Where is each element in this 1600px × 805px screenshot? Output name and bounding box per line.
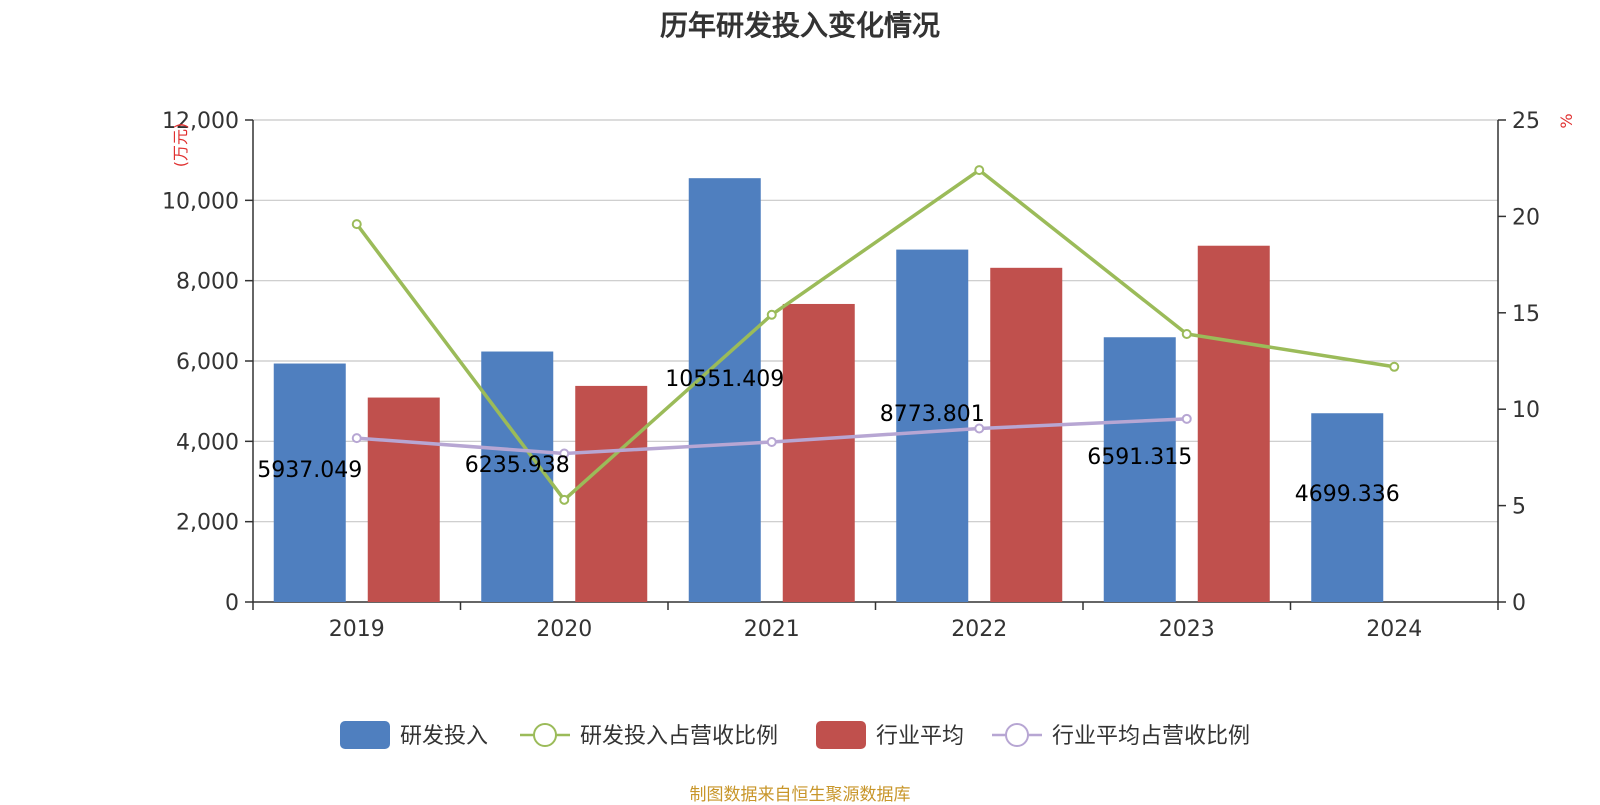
point-industry-ratio	[766, 436, 777, 447]
x-tick-label: 2021	[744, 617, 800, 642]
bar-value-label: 10551.409	[665, 367, 784, 392]
left-tick-label: 6,000	[176, 350, 239, 375]
bar-value-label: 6591.315	[1087, 445, 1192, 470]
legend-marker	[1005, 723, 1029, 747]
data-labels: 5937.049 6235.938 10551.409 8773.801 6591.31…	[257, 367, 1399, 507]
source-note: 制图数据来自恒生聚源数据库	[689, 785, 911, 805]
point-industry-ratio	[974, 423, 985, 434]
right-tick-label: 10	[1512, 398, 1540, 423]
right-tick-label: 20	[1512, 205, 1540, 230]
left-tick-label: 8,000	[176, 270, 239, 295]
left-tick-label: 10,000	[162, 189, 239, 214]
bar-rd-investment	[481, 351, 554, 602]
legend: 研发投入 研发投入占营收比例 行业平均 行业平均占营收比例	[340, 721, 1250, 749]
line-rd-ratio	[355, 167, 1395, 503]
bar-rd-investment	[1103, 337, 1176, 602]
legend-label: 研发投入占营收比例	[580, 724, 778, 749]
right-tick-label: 25	[1512, 109, 1540, 134]
chart-title: 历年研发投入变化情况	[659, 9, 940, 42]
point-rd-ratio	[559, 494, 570, 505]
bars	[273, 178, 1384, 603]
bar-value-label: 5937.049	[257, 458, 362, 483]
point-industry-ratio	[1181, 413, 1192, 424]
left-axis-unit: (万元)	[171, 123, 190, 168]
bar-industry-average	[1197, 245, 1270, 602]
point-rd-ratio	[351, 219, 362, 230]
x-tick-label: 2022	[951, 617, 1007, 642]
bar-value-label: 6235.938	[465, 453, 570, 478]
x-tick-label: 2020	[536, 617, 592, 642]
bar-rd-investment	[1311, 413, 1384, 602]
point-rd-ratio	[1181, 329, 1192, 340]
legend-label: 研发投入	[400, 724, 488, 749]
left-tick-label: 4,000	[176, 430, 239, 455]
point-rd-ratio	[974, 165, 985, 176]
bar-industry-average	[990, 267, 1063, 602]
legend-label: 行业平均	[876, 724, 964, 749]
legend-marker	[533, 723, 557, 747]
x-tick-label: 2019	[329, 617, 385, 642]
legend-swatch	[816, 721, 866, 749]
bar-industry-average	[575, 385, 648, 602]
left-tick-label: 0	[225, 591, 239, 616]
x-tick-label: 2024	[1366, 617, 1422, 642]
bar-rd-investment	[273, 363, 346, 602]
bar-industry-average	[367, 397, 440, 602]
x-tick-label: 2023	[1159, 617, 1215, 642]
point-industry-ratio	[559, 448, 570, 459]
right-tick-label: 0	[1512, 591, 1526, 616]
point-rd-ratio	[766, 309, 777, 320]
left-tick-label: 2,000	[176, 511, 239, 536]
left-tick-label: 12,000	[162, 109, 239, 134]
bar-rd-investment	[688, 178, 761, 603]
right-tick-label: 15	[1512, 302, 1540, 327]
axes: 0 2,000 4,000 6,000 8,000 10,000 12,000 0 5 10 15 2…	[162, 109, 1576, 642]
lines	[351, 165, 1400, 505]
point-industry-ratio	[351, 433, 362, 444]
right-axis-unit: %	[1557, 113, 1576, 128]
bar-value-label: 4699.336	[1295, 482, 1400, 507]
bar-industry-average	[782, 303, 855, 602]
point-rd-ratio	[1389, 361, 1400, 372]
bar-value-label: 8773.801	[880, 402, 985, 427]
bar-rd-investment	[896, 249, 969, 602]
right-tick-label: 5	[1512, 495, 1526, 520]
legend-label: 行业平均占营收比例	[1052, 724, 1250, 749]
legend-swatch	[340, 721, 390, 749]
